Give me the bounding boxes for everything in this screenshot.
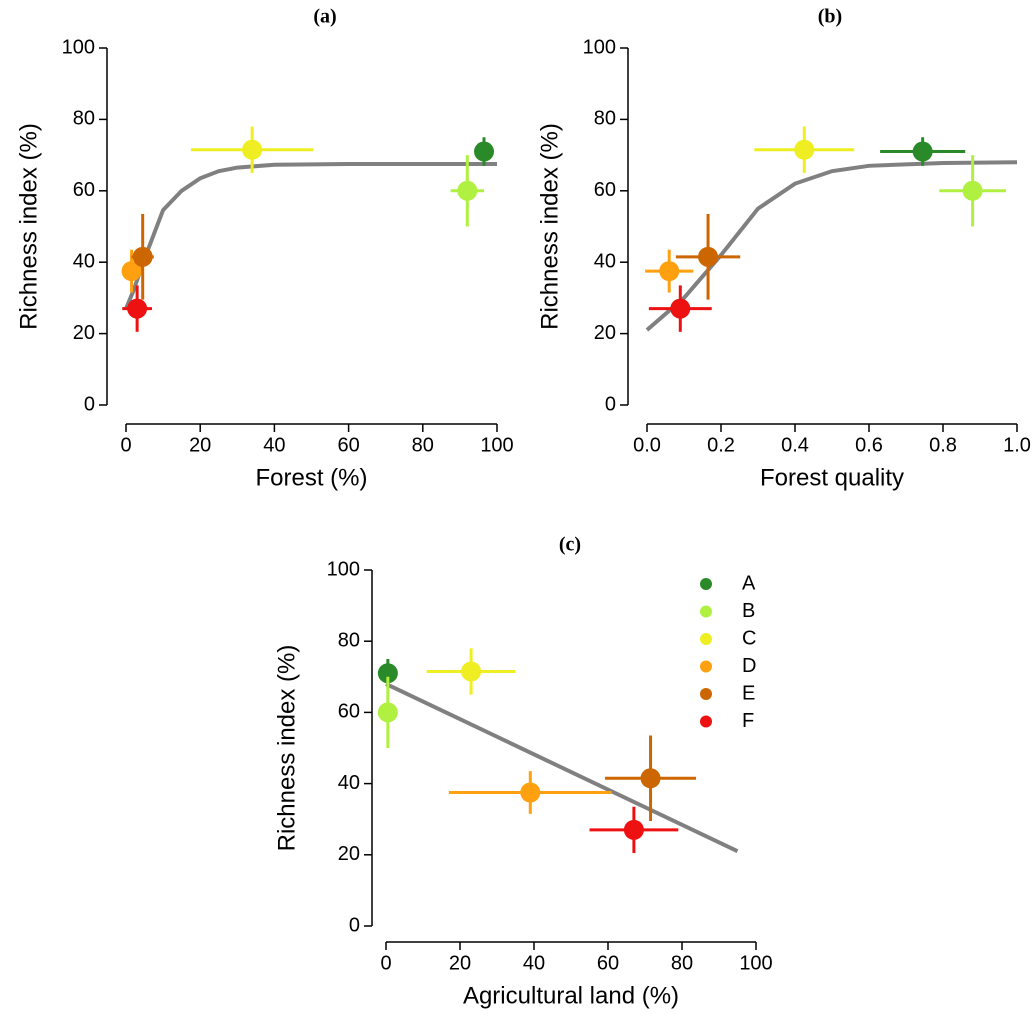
x-tick-label: 60 (337, 434, 359, 456)
y-tick-label: 60 (594, 179, 616, 201)
x-tick-label: 0.8 (929, 434, 957, 456)
x-tick-label: 100 (480, 434, 513, 456)
point (962, 180, 983, 201)
y-tick-label: 40 (594, 250, 616, 272)
point (794, 139, 815, 160)
y-tick-label: 60 (338, 701, 360, 723)
point (457, 180, 478, 201)
point (623, 819, 644, 840)
x-axis-label: Forest quality (760, 464, 904, 491)
y-axis-label: Richness index (%) (536, 123, 563, 330)
legend-label: F (742, 710, 754, 732)
point (474, 141, 495, 162)
fit-line (385, 682, 739, 854)
legend-label: D (742, 655, 756, 677)
x-tick-label: 100 (739, 952, 772, 974)
x-tick-label: 1.0 (1003, 434, 1031, 456)
legend-marker (700, 578, 712, 590)
x-tick-label: 0.6 (855, 434, 883, 456)
y-tick-label: 100 (327, 558, 360, 580)
point (127, 298, 148, 319)
panel-title: (b) (818, 6, 842, 28)
x-tick-label: 0.4 (781, 434, 809, 456)
legend-label: B (742, 600, 755, 622)
x-tick-label: 20 (189, 434, 211, 456)
fit-line (124, 162, 497, 310)
x-tick-label: 0 (120, 434, 131, 456)
y-tick-label: 80 (338, 629, 360, 651)
panel-title: (a) (313, 6, 336, 28)
x-tick-label: 40 (263, 434, 285, 456)
legend-marker (700, 688, 712, 700)
y-tick-label: 20 (594, 322, 616, 344)
x-tick-label: 80 (671, 952, 693, 974)
legend-label: E (742, 682, 755, 704)
legend-marker (700, 660, 712, 673)
point (670, 298, 691, 319)
y-tick-label: 100 (62, 36, 95, 58)
x-tick-label: 0.0 (633, 434, 661, 456)
y-axis-label: Richness index (%) (15, 123, 42, 330)
x-tick-label: 0.2 (707, 434, 735, 456)
point (461, 661, 482, 682)
y-tick-label: 0 (84, 393, 95, 415)
x-axis-label: Agricultural land (%) (463, 982, 679, 1009)
y-tick-label: 100 (583, 36, 616, 58)
y-tick-label: 20 (73, 322, 95, 344)
y-tick-label: 80 (594, 108, 616, 130)
point (377, 702, 398, 723)
legend-label: C (742, 627, 756, 649)
y-tick-label: 60 (73, 179, 95, 201)
point (121, 261, 142, 282)
point (698, 246, 719, 267)
y-tick-label: 20 (338, 843, 360, 865)
point (377, 663, 398, 684)
point (912, 141, 933, 162)
legend-marker (700, 605, 712, 618)
legend-marker (700, 633, 712, 645)
y-tick-label: 0 (349, 914, 360, 936)
point (242, 139, 263, 160)
y-axis-label: Richness index (%) (273, 645, 300, 852)
point (659, 261, 680, 282)
x-tick-label: 80 (412, 434, 434, 456)
y-tick-label: 40 (338, 772, 360, 794)
y-tick-label: 80 (73, 108, 95, 130)
fit-line (645, 160, 1018, 332)
x-tick-label: 20 (449, 952, 471, 974)
legend-label: A (742, 572, 756, 594)
point (132, 246, 153, 267)
y-tick-label: 40 (73, 250, 95, 272)
point (640, 768, 661, 789)
y-tick-label: 0 (605, 393, 616, 415)
x-tick-label: 40 (523, 952, 545, 974)
x-tick-label: 60 (597, 952, 619, 974)
x-tick-label: 0 (380, 952, 391, 974)
x-axis-label: Forest (%) (255, 464, 367, 491)
panel-title: (c) (559, 534, 581, 556)
point (520, 782, 541, 803)
legend-marker (700, 715, 712, 728)
